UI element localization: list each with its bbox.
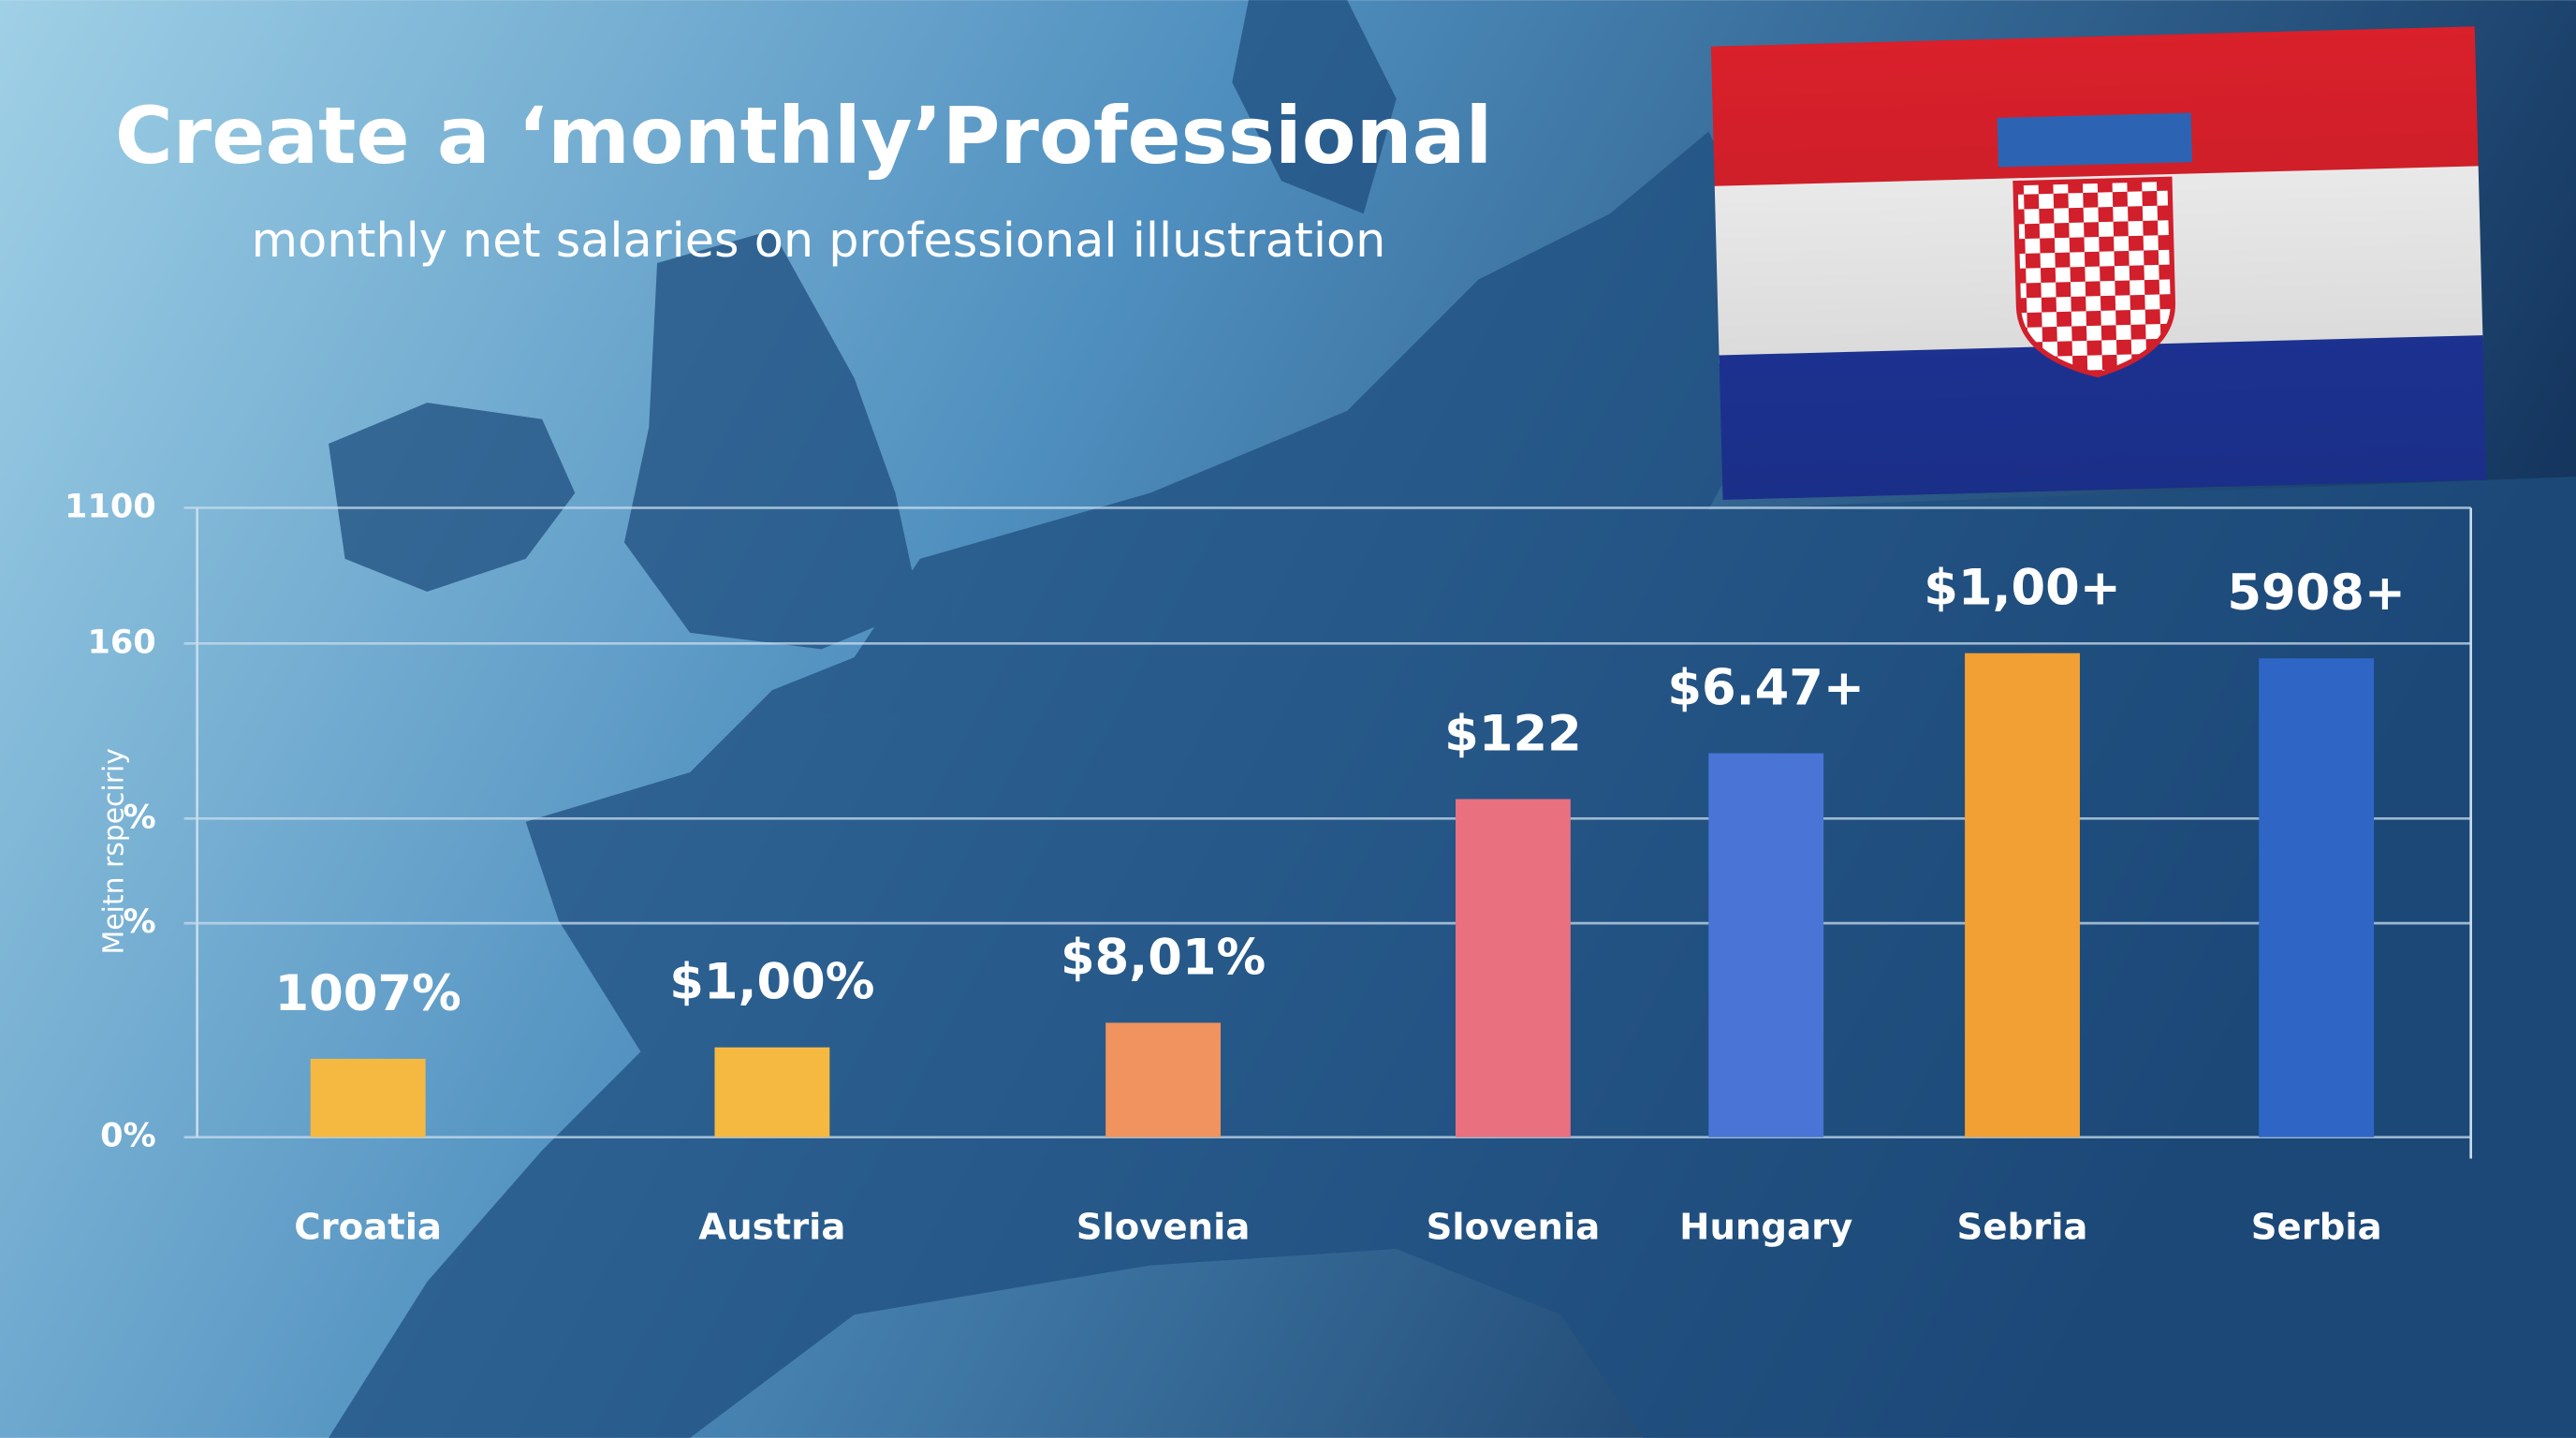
bar [1456, 799, 1571, 1137]
y-tick-label: 1100 [65, 487, 156, 525]
bar [1708, 753, 1824, 1137]
x-tick-label: Hungary [1679, 1206, 1852, 1248]
y-tick-label: 160 [87, 623, 155, 661]
x-tick-label: Croatia [294, 1206, 442, 1248]
flag [1710, 26, 2487, 500]
value-label: $122 [1444, 705, 1582, 762]
bar [1105, 1022, 1222, 1137]
y-axis-label: Meitn rspeciriy [97, 748, 130, 954]
value-label: $1,00+ [1924, 560, 2121, 617]
bar [310, 1058, 426, 1137]
value-label: $6.47+ [1667, 660, 1865, 717]
x-tick-label: Serbia [2251, 1206, 2382, 1248]
y-tick-label: % [124, 902, 156, 941]
y-tick-label: % [124, 798, 156, 836]
y-tick-label: 0% [100, 1117, 156, 1155]
bar [714, 1047, 830, 1137]
value-label: $1,00% [669, 954, 874, 1011]
bar [2259, 658, 2375, 1137]
x-tick-label: Sebria [1957, 1206, 2088, 1248]
value-label: $8,01% [1061, 929, 1266, 986]
bar [1965, 653, 2080, 1137]
chart-subtitle: monthly net salaries on professional ill… [252, 213, 1386, 269]
value-label: 1007% [275, 965, 461, 1022]
x-tick-label: Slovenia [1076, 1206, 1251, 1248]
x-tick-label: Slovenia [1427, 1206, 1601, 1248]
value-label: 5908+ [2227, 565, 2406, 622]
x-tick-label: Austria [698, 1206, 845, 1248]
chart-title: Create a ‘monthly’Professional [115, 90, 1492, 182]
